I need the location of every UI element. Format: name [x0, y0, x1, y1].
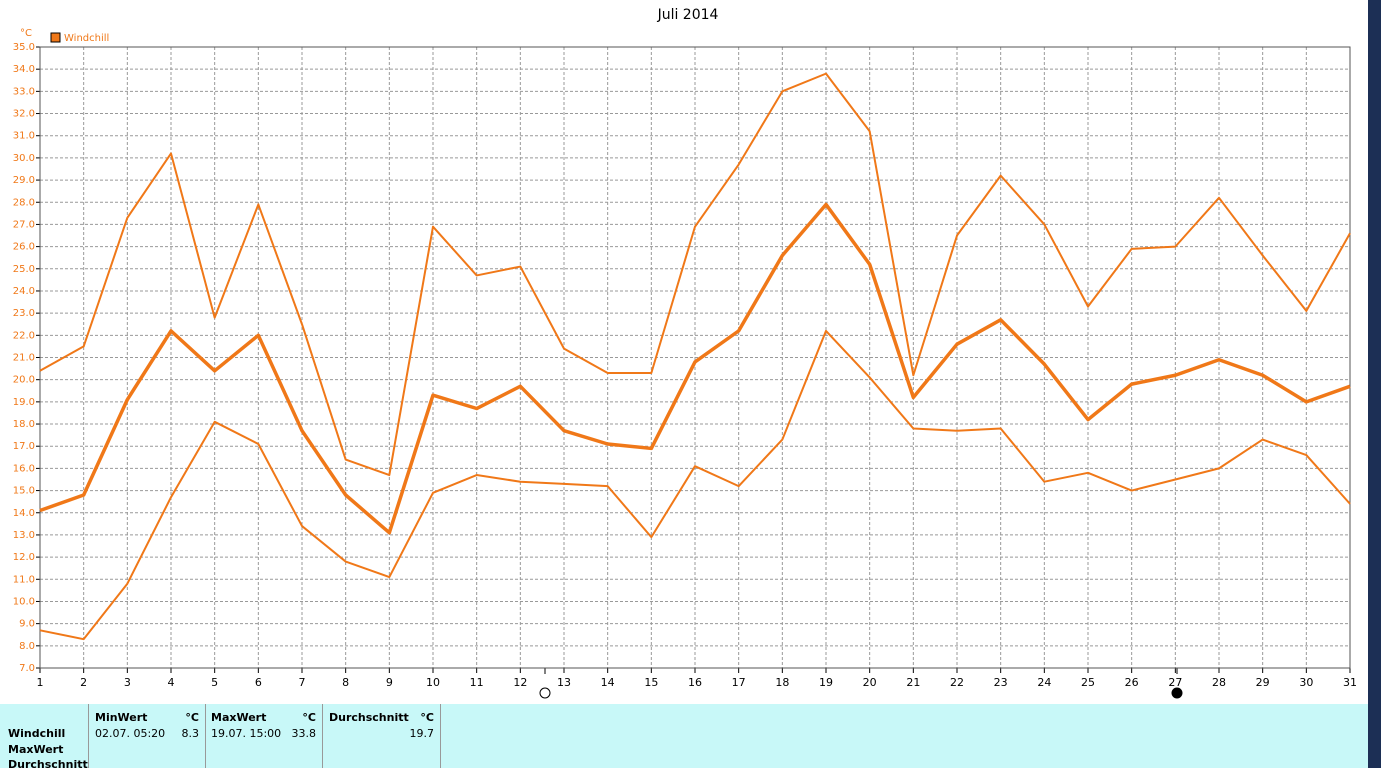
y-unit: °C — [20, 28, 32, 39]
row-label: Durchschnitt — [8, 758, 88, 771]
row-label: Windchill — [8, 727, 66, 740]
x-tick-label: 7 — [299, 676, 306, 689]
y-tick-label: 20.0 — [13, 375, 35, 386]
column: Durchschnitt °C 19.7 — [323, 704, 441, 768]
x-tick-label: 25 — [1081, 676, 1095, 689]
x-tick-label: 19 — [819, 676, 833, 689]
x-tick-label: 29 — [1256, 676, 1270, 689]
time: 02.07. 05:20 — [95, 727, 166, 740]
x-tick-label: 3 — [124, 676, 131, 689]
y-tick-label: 28.0 — [13, 197, 35, 208]
col-header: MinWert — [95, 711, 148, 724]
y-tick-label: 33.0 — [13, 86, 35, 97]
x-tick-label: 30 — [1299, 676, 1313, 689]
x-tick-label: 5 — [211, 676, 218, 689]
x-tick-label: 6 — [255, 676, 262, 689]
x-tick-label: 18 — [775, 676, 789, 689]
y-tick-label: 13.0 — [13, 530, 35, 541]
col-unit: °C — [302, 711, 316, 724]
new-moon — [1171, 687, 1183, 699]
series-line — [39, 72, 1351, 477]
full-moon — [539, 687, 551, 699]
y-tick-label: 34.0 — [13, 64, 35, 75]
y-tick-label: 32.0 — [13, 109, 35, 120]
x-tick-label: 8 — [342, 676, 349, 689]
moon-symbols — [539, 664, 1183, 699]
value: 33.8 — [291, 727, 317, 740]
y-tick-label: 12.0 — [13, 552, 35, 563]
series-line — [39, 329, 1351, 641]
x-tick-label: 10 — [426, 676, 440, 689]
y-tick-label: 24.0 — [13, 286, 35, 297]
y-tick-label: 11.0 — [13, 574, 35, 585]
col-header: Durchschnitt — [329, 711, 409, 724]
y-tick-label: 16.0 — [13, 463, 35, 474]
x-tick-label: 15 — [644, 676, 658, 689]
x-tick-label: 23 — [994, 676, 1008, 689]
x-tick-label: 27 — [1168, 676, 1182, 689]
y-tick-label: 9.0 — [19, 619, 35, 630]
summary-panel: Windchill MaxWert Durchschnitt MinWert °… — [0, 704, 1368, 771]
y-tick-label: 14.0 — [13, 508, 35, 519]
legend-swatch — [50, 32, 61, 43]
y-tick-label: 27.0 — [13, 219, 35, 230]
y-tick-label: 31.0 — [13, 131, 35, 142]
x-tick-label: 28 — [1212, 676, 1226, 689]
y-tick-label: 23.0 — [13, 308, 35, 319]
col-header: MaxWert — [211, 711, 267, 724]
y-tick-label: 35.0 — [13, 42, 35, 53]
y-tick-label: 22.0 — [13, 330, 35, 341]
y-tick-label: 18.0 — [13, 419, 35, 430]
y-tick-label: 8.0 — [19, 641, 35, 652]
chart-title: Juli 2014 — [657, 7, 719, 23]
x-tick-label: 12 — [513, 676, 527, 689]
x-tick-label: 11 — [470, 676, 484, 689]
y-tick-label: 29.0 — [13, 175, 35, 186]
y-tick-label: 26.0 — [13, 242, 35, 253]
legend-label: Windchill — [64, 33, 109, 44]
y-tick-label: 21.0 — [13, 353, 35, 364]
x-tick-label: 16 — [688, 676, 702, 689]
y-tick-label: 10.0 — [13, 596, 35, 607]
row-label: MaxWert — [8, 743, 64, 756]
x-tick-label: 2 — [80, 676, 87, 689]
x-tick-label: 14 — [601, 676, 615, 689]
x-tick-label: 26 — [1125, 676, 1139, 689]
y-tick-label: 15.0 — [13, 486, 35, 497]
x-tick-label: 13 — [557, 676, 571, 689]
time: 19.07. 15:00 — [211, 727, 282, 740]
x-tick-label: 24 — [1037, 676, 1051, 689]
col-unit: °C — [185, 711, 199, 724]
x-tick-label: 4 — [168, 676, 175, 689]
y-tick-label: 30.0 — [13, 153, 35, 164]
y-tick-label: 7.0 — [19, 663, 35, 674]
x-tick-label: 31 — [1343, 676, 1357, 689]
x-tick-label: 22 — [950, 676, 964, 689]
y-tick-label: 17.0 — [13, 441, 35, 452]
plot-frame — [39, 46, 1351, 669]
series-line — [39, 202, 1351, 535]
y-tick-label: 25.0 — [13, 264, 35, 275]
x-tick-label: 9 — [386, 676, 393, 689]
value: 19.7 — [409, 727, 435, 740]
chart: Juli 2014 °C Windchill 7.0 8.0 9.0 10.0 11.0… — [13, 7, 1357, 699]
y-tick-label: 19.0 — [13, 397, 35, 408]
col-unit: °C — [420, 711, 434, 724]
x-tick-label: 17 — [732, 676, 746, 689]
value: 8.3 — [181, 727, 200, 740]
column: MaxWert °C 19.07. 15:00 33.8 — [205, 704, 323, 768]
column: MinWert °C 02.07. 05:20 8.3 — [88, 704, 206, 768]
window-edge — [1368, 0, 1381, 768]
x-tick-label: 21 — [906, 676, 920, 689]
x-tick-label: 1 — [37, 676, 44, 689]
x-tick-label: 20 — [863, 676, 877, 689]
